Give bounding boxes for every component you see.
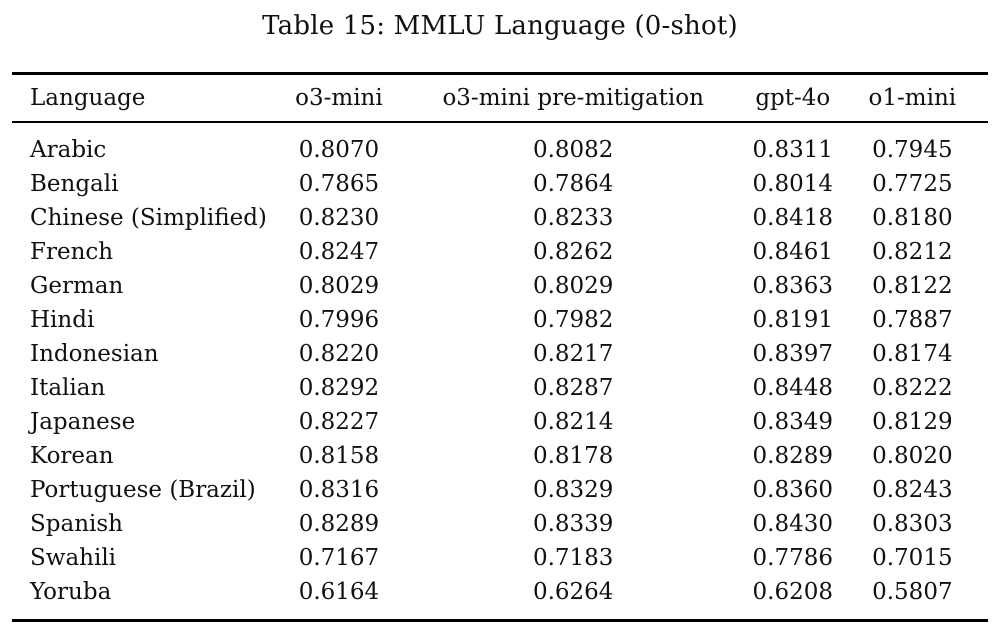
score-cell: 0.8014 bbox=[752, 171, 834, 197]
column-header-gpt-4o: gpt-4o bbox=[748, 73, 837, 123]
score-cell: 0.7015 bbox=[872, 545, 953, 571]
score-cell: 0.8220 bbox=[298, 341, 380, 367]
table-row: Yoruba 0.6164 0.6264 0.6208 0.5807 bbox=[12, 575, 988, 621]
score-cell: 0.8214 bbox=[532, 409, 614, 435]
table-row: Chinese (Simplified) 0.8230 0.8233 0.841… bbox=[12, 201, 988, 235]
score-cell: 0.8287 bbox=[532, 375, 614, 401]
table-row: German 0.8029 0.8029 0.8363 0.8122 bbox=[12, 269, 988, 303]
language-cell: Japanese bbox=[30, 409, 136, 435]
score-cell: 0.8448 bbox=[752, 375, 834, 401]
table-row: Japanese 0.8227 0.8214 0.8349 0.8129 bbox=[12, 405, 988, 439]
language-cell: Arabic bbox=[30, 137, 107, 163]
language-cell: German bbox=[30, 273, 124, 299]
score-cell: 0.8129 bbox=[872, 409, 953, 435]
score-cell: 0.8262 bbox=[532, 239, 614, 265]
score-cell: 0.8217 bbox=[532, 341, 614, 367]
score-cell: 0.8212 bbox=[872, 239, 953, 265]
score-cell: 0.7945 bbox=[872, 137, 953, 163]
score-cell: 0.7887 bbox=[872, 307, 953, 333]
score-cell: 0.8180 bbox=[872, 205, 953, 231]
header-row: Language o3-mini o3-mini pre-mitigation … bbox=[12, 73, 988, 123]
table-row: Arabic 0.8070 0.8082 0.8311 0.7945 bbox=[12, 122, 988, 167]
score-cell: 0.8191 bbox=[752, 307, 834, 333]
table-row: Hindi 0.7996 0.7982 0.8191 0.7887 bbox=[12, 303, 988, 337]
score-cell: 0.7996 bbox=[298, 307, 380, 333]
score-cell: 0.7864 bbox=[532, 171, 614, 197]
table-row: Korean 0.8158 0.8178 0.8289 0.8020 bbox=[12, 439, 988, 473]
language-cell: Yoruba bbox=[30, 579, 112, 605]
language-cell: Chinese (Simplified) bbox=[30, 205, 267, 231]
score-cell: 0.8363 bbox=[752, 273, 834, 299]
score-cell: 0.8082 bbox=[532, 137, 614, 163]
score-cell: 0.7786 bbox=[752, 545, 834, 571]
score-cell: 0.8311 bbox=[752, 137, 834, 163]
table-row: Swahili 0.7167 0.7183 0.7786 0.7015 bbox=[12, 541, 988, 575]
language-cell: Indonesian bbox=[30, 341, 159, 367]
score-cell: 0.8397 bbox=[752, 341, 834, 367]
language-cell: Portuguese (Brazil) bbox=[30, 477, 256, 503]
score-cell: 0.8178 bbox=[532, 443, 614, 469]
score-cell: 0.6208 bbox=[752, 579, 834, 605]
score-cell: 0.8418 bbox=[752, 205, 834, 231]
score-cell: 0.8289 bbox=[298, 511, 380, 537]
score-cell: 0.8122 bbox=[872, 273, 953, 299]
table-caption: Table 15: MMLU Language (0-shot) bbox=[262, 11, 738, 41]
score-cell: 0.7167 bbox=[298, 545, 380, 571]
language-cell: Bengali bbox=[30, 171, 119, 197]
column-header-o1-mini: o1-mini bbox=[836, 73, 988, 123]
table-row: French 0.8247 0.8262 0.8461 0.8212 bbox=[12, 235, 988, 269]
column-header-language: Language bbox=[12, 73, 281, 123]
language-cell: Korean bbox=[30, 443, 114, 469]
score-cell: 0.8158 bbox=[298, 443, 380, 469]
score-cell: 0.8020 bbox=[872, 443, 953, 469]
score-cell: 0.8070 bbox=[298, 137, 380, 163]
language-cell: French bbox=[30, 239, 114, 265]
score-cell: 0.8461 bbox=[752, 239, 834, 265]
score-cell: 0.8174 bbox=[872, 341, 953, 367]
language-cell: Swahili bbox=[30, 545, 117, 571]
score-cell: 0.5807 bbox=[872, 579, 953, 605]
score-cell: 0.8360 bbox=[752, 477, 834, 503]
score-cell: 0.8430 bbox=[752, 511, 834, 537]
score-cell: 0.8222 bbox=[872, 375, 953, 401]
score-cell: 0.6164 bbox=[298, 579, 380, 605]
table-row: Italian 0.8292 0.8287 0.8448 0.8222 bbox=[12, 371, 988, 405]
score-cell: 0.8349 bbox=[752, 409, 834, 435]
mmlu-language-table: Language o3-mini o3-mini pre-mitigation … bbox=[12, 72, 988, 622]
score-cell: 0.8029 bbox=[532, 273, 614, 299]
score-cell: 0.8227 bbox=[298, 409, 380, 435]
score-cell: 0.7183 bbox=[532, 545, 614, 571]
score-cell: 0.8247 bbox=[298, 239, 380, 265]
column-header-o3-mini-pre-mitigation: o3-mini pre-mitigation bbox=[397, 73, 749, 123]
score-cell: 0.8029 bbox=[298, 273, 380, 299]
score-cell: 0.8329 bbox=[532, 477, 614, 503]
score-cell: 0.8233 bbox=[532, 205, 614, 231]
score-cell: 0.7982 bbox=[532, 307, 614, 333]
language-cell: Spanish bbox=[30, 511, 123, 537]
score-cell: 0.8316 bbox=[298, 477, 380, 503]
score-cell: 0.8292 bbox=[298, 375, 380, 401]
score-cell: 0.8243 bbox=[872, 477, 953, 503]
table-row: Indonesian 0.8220 0.8217 0.8397 0.8174 bbox=[12, 337, 988, 371]
table-row: Bengali 0.7865 0.7864 0.8014 0.7725 bbox=[12, 167, 988, 201]
score-cell: 0.8339 bbox=[532, 511, 614, 537]
score-cell: 0.6264 bbox=[532, 579, 614, 605]
score-cell: 0.7865 bbox=[298, 171, 380, 197]
table-row: Portuguese (Brazil) 0.8316 0.8329 0.8360… bbox=[12, 473, 988, 507]
column-header-o3-mini: o3-mini bbox=[280, 73, 398, 123]
score-cell: 0.8289 bbox=[752, 443, 834, 469]
score-cell: 0.8303 bbox=[872, 511, 953, 537]
score-cell: 0.7725 bbox=[872, 171, 953, 197]
table-row: Spanish 0.8289 0.8339 0.8430 0.8303 bbox=[12, 507, 988, 541]
language-cell: Hindi bbox=[30, 307, 95, 333]
score-cell: 0.8230 bbox=[298, 205, 380, 231]
language-cell: Italian bbox=[30, 375, 106, 401]
